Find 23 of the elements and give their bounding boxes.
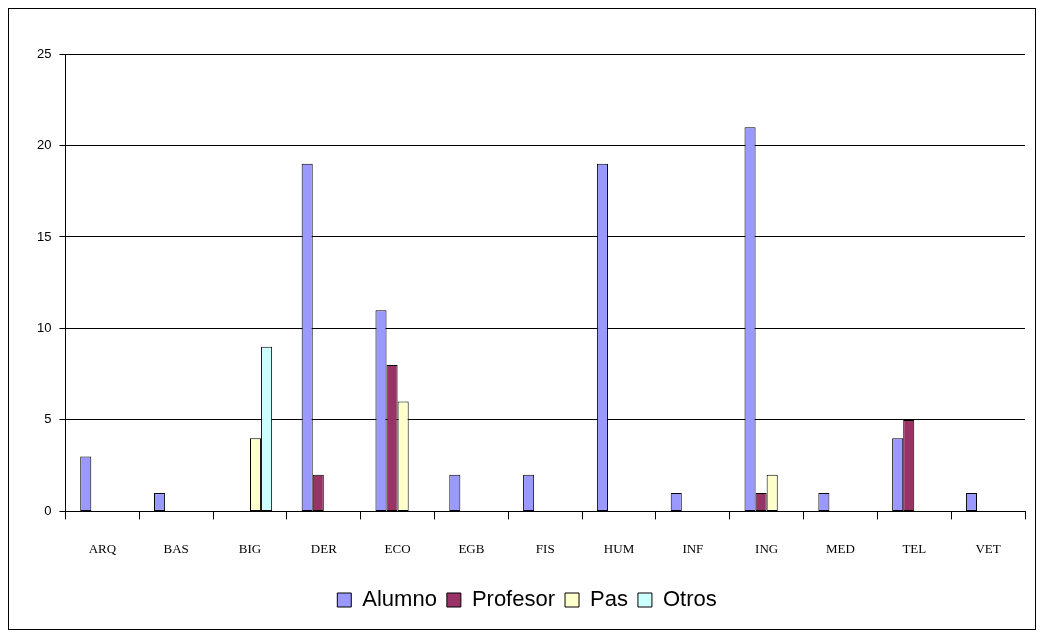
y-tick-label: 5 xyxy=(44,411,52,427)
y-tick-label: 20 xyxy=(36,137,52,153)
y-tick-label: 0 xyxy=(44,502,52,518)
y-tick-label: 10 xyxy=(36,320,52,336)
x-tick-label: BIG xyxy=(238,540,262,556)
x-tick-label: ECO xyxy=(384,540,411,556)
x-tick-label: FIS xyxy=(535,540,555,556)
x-tick-label: DER xyxy=(310,540,338,556)
x-tick-label: VET xyxy=(975,540,1001,556)
x-tick-label: HUM xyxy=(603,540,635,556)
x-tick-label: TEL xyxy=(902,540,927,556)
x-tick-label: EGB xyxy=(458,540,485,556)
x-tick-label: ING xyxy=(755,540,779,556)
legend-label: Otros xyxy=(662,586,717,612)
legend-label: Alumno xyxy=(362,586,437,612)
legend-label: Pas xyxy=(590,586,628,612)
x-tick-label: MED xyxy=(826,540,855,556)
y-tick-label: 25 xyxy=(36,45,52,61)
x-tick-label: INF xyxy=(682,540,704,556)
x-tick-label: ARQ xyxy=(88,540,117,556)
x-tick-label: BAS xyxy=(163,540,189,556)
legend-label: Profesor xyxy=(471,586,556,612)
y-tick-label: 15 xyxy=(36,228,52,244)
